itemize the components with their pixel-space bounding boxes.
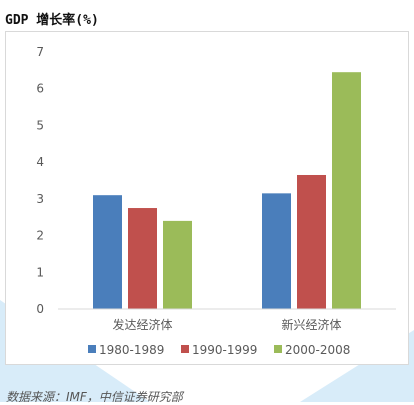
bar — [163, 220, 192, 309]
bar — [93, 195, 122, 309]
y-tick-label: 7 — [36, 45, 44, 59]
y-tick-label: 6 — [36, 82, 44, 96]
chart-panel: 0 1 2 3 4 5 6 7 发达经济体 新兴经济体 1980-1989 1990-1999 20… — [5, 31, 409, 365]
y-tick-label: 0 — [36, 302, 44, 316]
bar — [262, 193, 291, 309]
bar — [297, 174, 326, 309]
x-axis: 发达经济体 新兴经济体 — [58, 308, 396, 332]
legend-swatch — [88, 345, 96, 353]
legend-label: 1980-1989 — [99, 343, 164, 357]
legend-swatch — [274, 345, 282, 353]
y-tick-label: 1 — [36, 265, 44, 279]
x-tick-label: 发达经济体 — [112, 317, 172, 332]
bar — [128, 208, 157, 309]
y-axis: 0 1 2 3 4 5 6 7 — [36, 45, 44, 316]
legend-label: 1990-1999 — [192, 343, 257, 357]
chart-title: GDP 增长率(%) — [5, 13, 99, 28]
bar-chart: 0 1 2 3 4 5 6 7 发达经济体 新兴经济体 1980-1989 1990-1999 20… — [36, 45, 396, 357]
source-note: 数据来源：IMF，中信证券研究部 — [6, 390, 183, 404]
bars — [93, 72, 361, 309]
bar — [332, 72, 361, 309]
y-tick-label: 5 — [36, 118, 44, 132]
x-tick-label: 新兴经济体 — [281, 317, 341, 332]
y-tick-label: 3 — [36, 192, 44, 206]
y-tick-label: 2 — [36, 229, 44, 243]
legend-swatch — [181, 345, 189, 353]
legend: 1980-1989 1990-1999 2000-2008 — [88, 343, 350, 357]
legend-label: 2000-2008 — [285, 343, 350, 357]
y-tick-label: 4 — [36, 155, 44, 169]
